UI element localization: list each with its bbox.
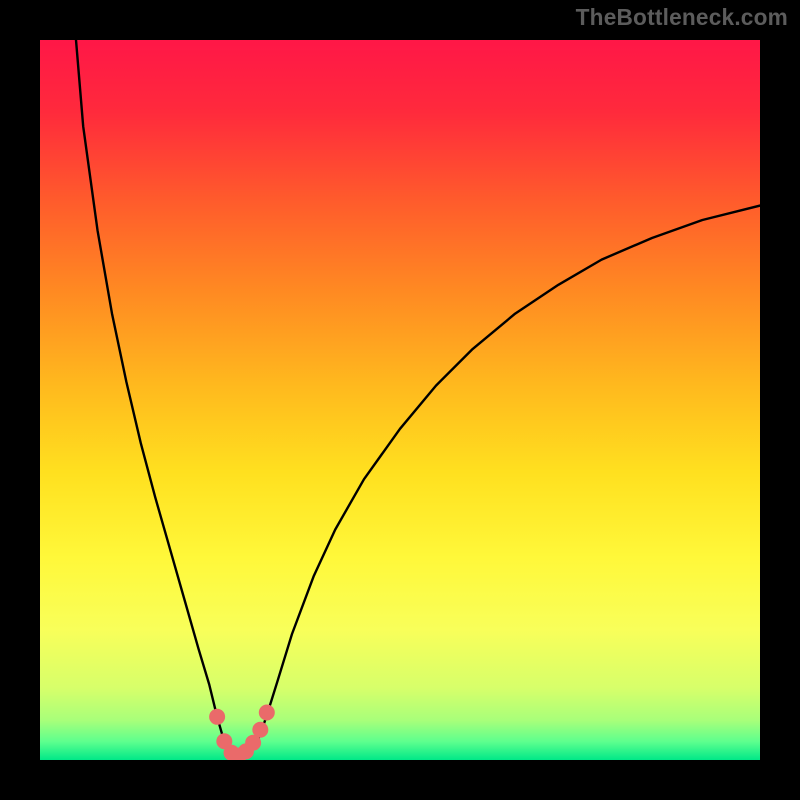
watermark-label: TheBottleneck.com [576, 4, 788, 31]
chart-frame: TheBottleneck.com [0, 0, 800, 800]
bottleneck-curve-chart [40, 40, 760, 760]
plot-area [40, 40, 760, 760]
minimum-marker [209, 709, 225, 725]
gradient-background [40, 40, 760, 760]
minimum-marker [252, 722, 268, 738]
minimum-marker [259, 704, 275, 720]
